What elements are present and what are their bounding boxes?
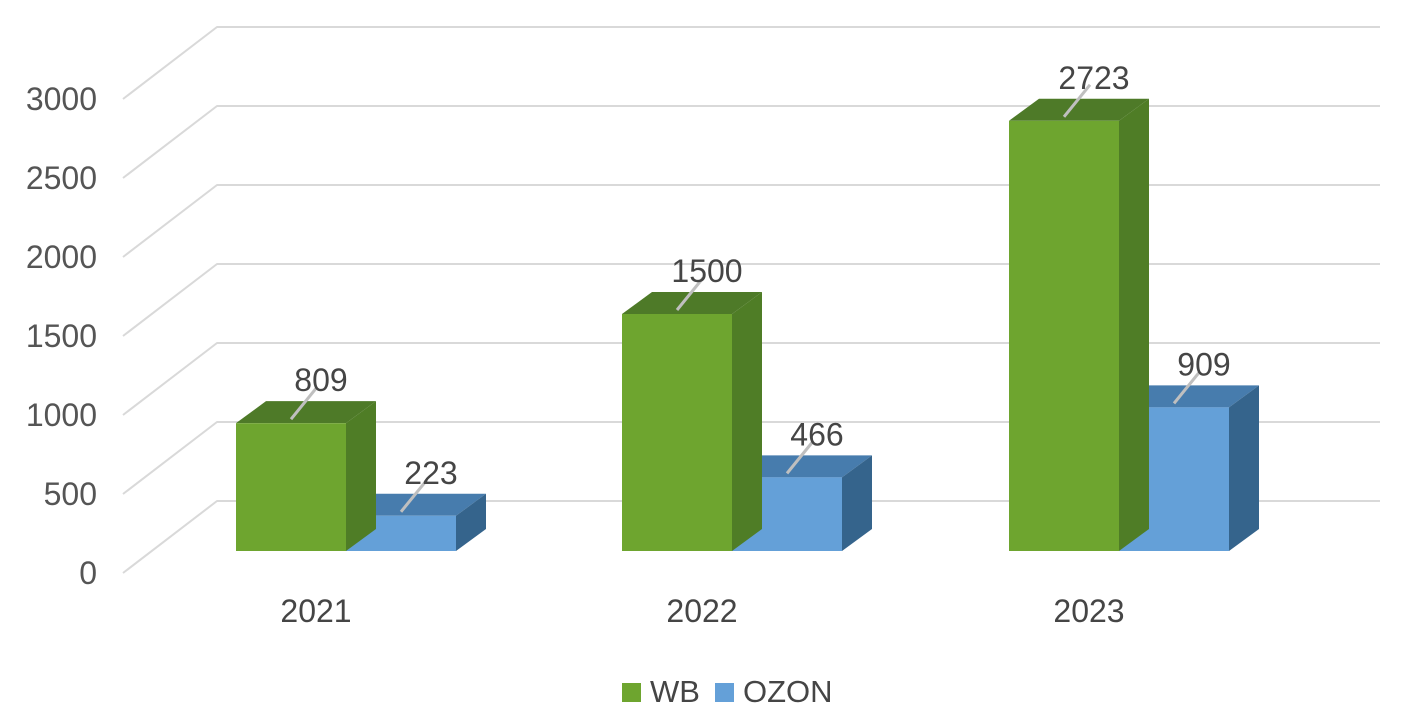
bar-side-face	[346, 401, 376, 551]
x-axis-labels-group: 2021 2022 2023	[280, 593, 1124, 629]
legend-swatch-icon	[715, 683, 734, 702]
y-axis-label-1000: 1000	[26, 397, 97, 433]
data-labels-group: 809 223 1500 466 2723 909	[289, 60, 1231, 513]
gridline-1500	[122, 263, 1380, 337]
leader-line-wb-2021	[289, 386, 319, 421]
bar-side-face	[1229, 385, 1259, 551]
legend: WB OZON	[622, 674, 833, 709]
leader-line-ozon-2022	[785, 440, 815, 475]
bar-side-face	[732, 292, 762, 551]
gridline-3000	[122, 26, 1380, 100]
data-label-ozon-2022: 466	[790, 416, 843, 452]
y-axis-label-2000: 2000	[26, 239, 97, 275]
y-axis-label-1500: 1500	[26, 318, 97, 354]
y-axis-label-2500: 2500	[26, 160, 97, 196]
bar-top-face	[732, 455, 872, 478]
legend-item-ozon: OZON	[715, 674, 833, 709]
leader-line-wb-2023	[1062, 83, 1092, 118]
gridline-2500	[122, 105, 1380, 179]
bar-front-face	[236, 423, 346, 551]
legend-label: OZON	[743, 674, 833, 709]
bar-top-face	[236, 401, 376, 424]
data-label-ozon-2021: 223	[404, 455, 457, 491]
bars-group	[236, 98, 1259, 552]
bar-wb-2021	[236, 401, 376, 551]
bar-side-face	[842, 455, 872, 551]
bar-top-face	[622, 292, 762, 314]
bar-side-face	[1119, 98, 1149, 552]
gridline-2000	[122, 184, 1380, 258]
data-label-wb-2023: 2723	[1058, 60, 1129, 96]
gridline-0	[122, 500, 1380, 574]
data-label-wb-2022: 1500	[671, 253, 742, 289]
gridlines-group	[122, 26, 1380, 574]
bar-front-face	[622, 314, 732, 551]
leader-line-ozon-2023	[1172, 370, 1202, 405]
legend-label: WB	[650, 674, 700, 709]
legend-swatch-icon	[622, 683, 641, 702]
bar-top-face	[1009, 98, 1149, 121]
y-axis-labels-group: 0 500 1000 1500 2000 2500 3000	[26, 81, 97, 591]
x-axis-label-2021: 2021	[280, 593, 351, 629]
legend-item-wb: WB	[622, 674, 700, 709]
bar-top-face	[1119, 385, 1259, 408]
bar-top-face	[346, 493, 486, 516]
y-axis-label-0: 0	[79, 555, 97, 591]
bar-wb-2022	[622, 292, 762, 551]
bar-front-face	[1009, 120, 1119, 552]
leader-line-ozon-2021	[399, 478, 429, 513]
bar-side-face	[456, 493, 486, 551]
y-axis-label-500: 500	[44, 476, 97, 512]
x-axis-label-2022: 2022	[666, 593, 737, 629]
bar-wb-2023	[1009, 98, 1149, 552]
x-axis-label-2023: 2023	[1053, 593, 1124, 629]
leader-line-wb-2022	[675, 277, 705, 311]
gridline-500	[122, 421, 1380, 495]
gridline-1000	[122, 342, 1380, 416]
y-axis-label-3000: 3000	[26, 81, 97, 117]
data-label-ozon-2023: 909	[1177, 346, 1230, 382]
data-label-wb-2021: 809	[294, 362, 347, 398]
